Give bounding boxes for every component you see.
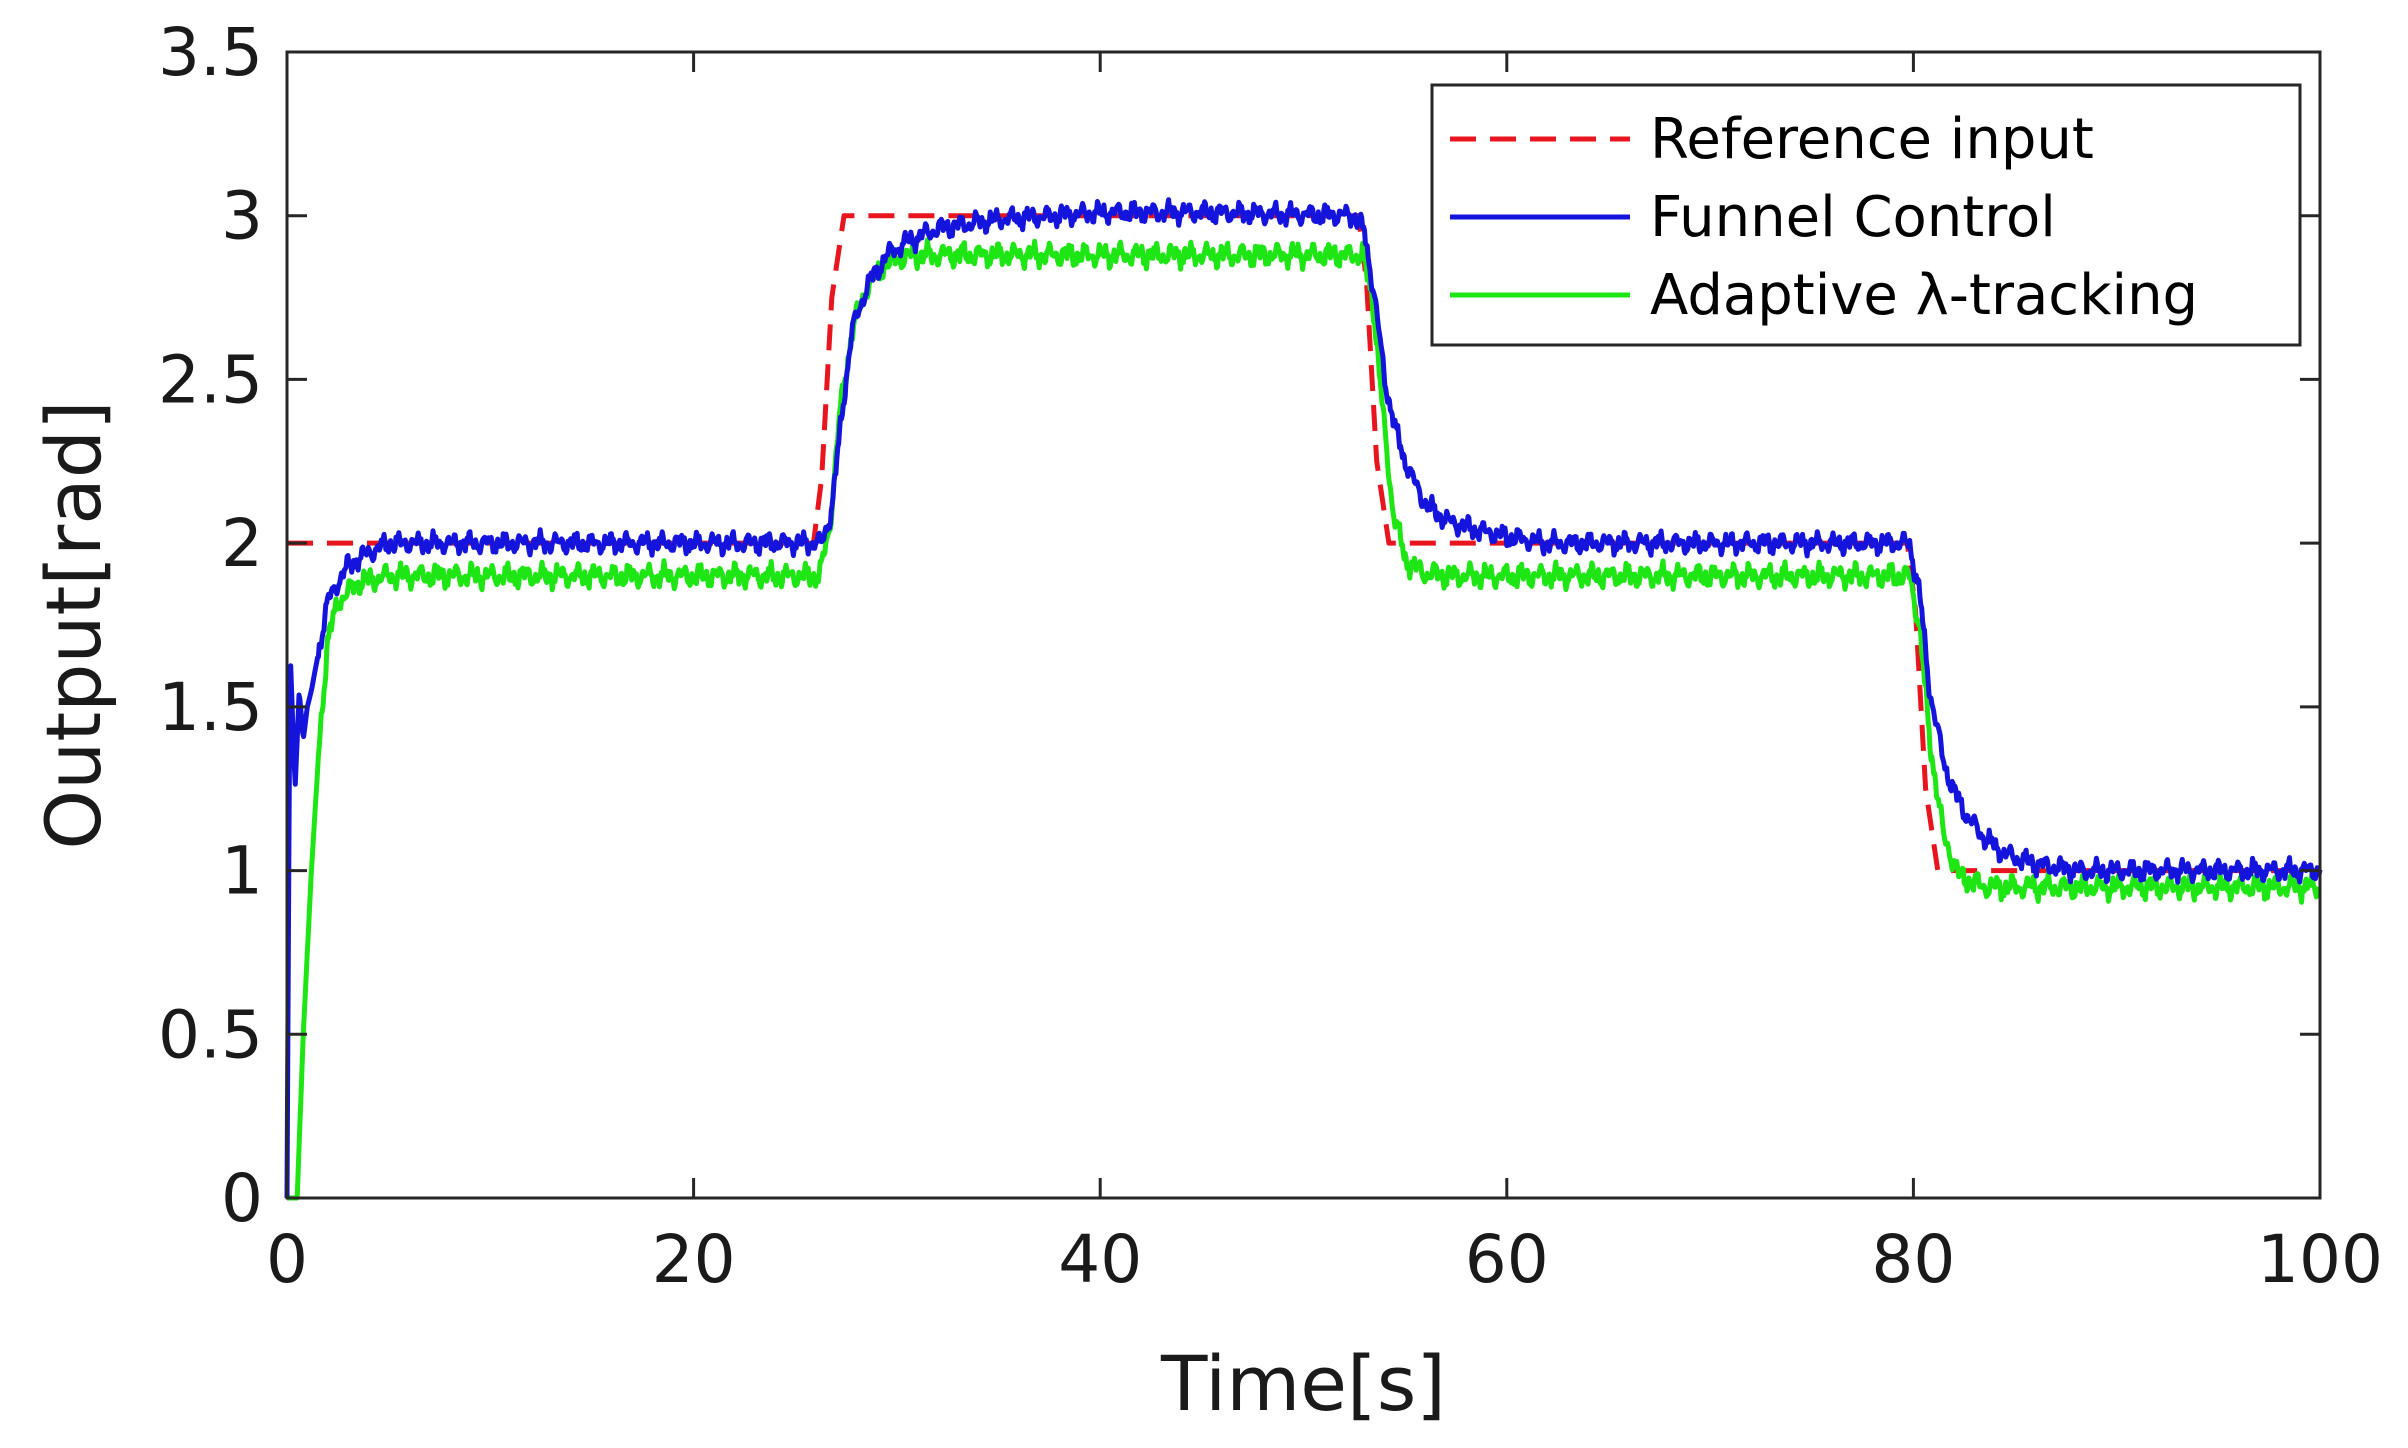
plot-frame (285, 50, 2322, 1200)
y-axis-title: Output[rad] (29, 400, 118, 849)
y-tick-label: 3.5 (158, 14, 263, 91)
x-axis-title: Time[s] (1160, 1339, 1446, 1428)
y-tick-label: 1 (221, 833, 263, 910)
tick-layer: 0 20 40 60 80 100 0 0.5 1 1.5 2 2.5 3 3.5 (158, 14, 2383, 1298)
x-tick-label: 60 (1465, 1221, 1549, 1298)
x-tick-label: 100 (2257, 1221, 2383, 1298)
x-tick-label: 80 (1871, 1221, 1955, 1298)
y-tick-label: 3 (221, 178, 263, 255)
y-tick-label: 2 (221, 505, 263, 582)
x-tick-label: 40 (1058, 1221, 1142, 1298)
legend: Reference input Funnel Control Adaptive … (1430, 83, 2302, 347)
y-tick-label: 2.5 (158, 341, 263, 418)
series-layer (284, 197, 2323, 1201)
legend-label-reference-input: Reference input (1650, 107, 2094, 172)
series-line-adaptive-tracking (285, 237, 2322, 1201)
legend-label-funnel-control: Funnel Control (1650, 185, 2056, 250)
x-tick-label: 20 (652, 1221, 736, 1298)
x-tick-label: 0 (266, 1221, 308, 1298)
y-tick-label: 0 (221, 1160, 263, 1237)
y-tick-label: 0.5 (158, 996, 263, 1073)
series-line-reference-input (287, 213, 2320, 874)
legend-label-adaptive-lambda-tracking: Adaptive λ-tracking (1650, 263, 2198, 328)
y-tick-label: 1.5 (158, 669, 263, 746)
series-line-funnel-control (284, 197, 2323, 1199)
